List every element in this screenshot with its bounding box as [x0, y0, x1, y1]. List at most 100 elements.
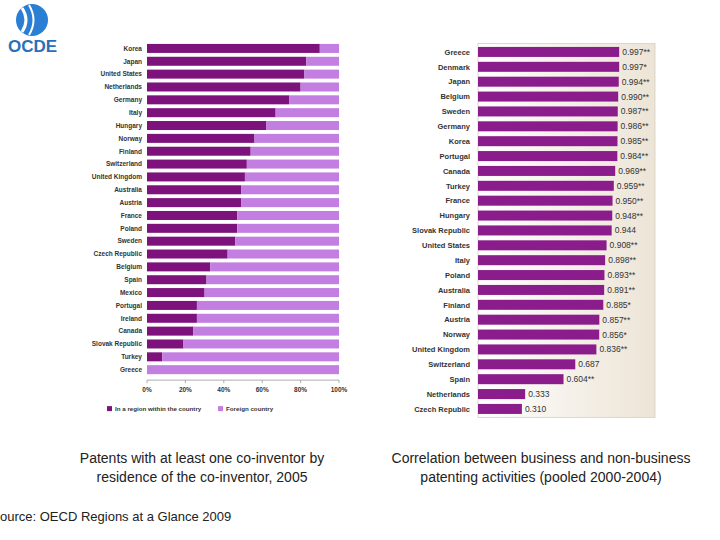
category-label: Australia — [114, 186, 142, 193]
bar-segment — [289, 95, 339, 104]
category-label: Netherlands — [427, 390, 470, 399]
category-label: Portugal — [440, 152, 470, 161]
bar-segment — [147, 262, 210, 271]
x-tick-label: 100% — [331, 386, 348, 393]
caption: Patents with at least one co-inventor by… — [52, 449, 352, 487]
legend-label: Foreign country — [226, 405, 274, 412]
category-label: Austria — [120, 199, 143, 206]
bar-segment — [210, 262, 339, 271]
x-tick-label: 60% — [256, 386, 269, 393]
data-labels: 0.997**0.997*0.994**0.990**0.987**0.986*… — [525, 47, 651, 414]
bar-segment — [235, 237, 339, 246]
data-label: 0.948** — [615, 211, 644, 221]
bar-segment — [237, 224, 339, 233]
data-label: 0.885* — [606, 300, 631, 310]
bar-segment — [147, 134, 255, 143]
category-label: Belgium — [440, 92, 470, 101]
bar — [478, 47, 619, 57]
bar-segment — [205, 288, 339, 297]
category-label: Hungary — [116, 122, 143, 130]
data-label: 0.857** — [602, 315, 631, 325]
bar-segment — [197, 314, 339, 323]
category-label: Hungary — [440, 211, 471, 220]
data-label: 0.994** — [622, 77, 651, 87]
category-label: Slovak Republic — [412, 226, 470, 235]
data-label: 0.985** — [620, 136, 649, 146]
bar-segment — [147, 314, 197, 323]
bar-segment — [147, 70, 304, 79]
bar-segment — [193, 327, 339, 336]
category-label: United States — [100, 70, 142, 77]
bar — [478, 92, 618, 102]
legend-swatch — [218, 406, 223, 411]
category-label: Spain — [124, 276, 142, 284]
category-label: Korea — [124, 45, 143, 52]
category-label: France — [121, 212, 143, 219]
bar — [478, 359, 575, 369]
bar-segment — [241, 198, 339, 207]
category-label: Norway — [443, 330, 471, 339]
bar-segment — [306, 57, 339, 66]
bar — [478, 225, 612, 235]
category-label: Turkey — [446, 182, 471, 191]
category-label: Czech Republic — [94, 250, 143, 258]
category-label: Sweden — [117, 237, 142, 244]
category-label: Turkey — [121, 353, 142, 361]
data-label: 0.986** — [621, 121, 650, 131]
bar — [478, 389, 525, 399]
data-label: 0.891** — [607, 285, 636, 295]
x-tick — [147, 380, 148, 383]
bar-segment — [147, 288, 205, 297]
category-label: Finland — [443, 301, 470, 310]
bar — [478, 181, 614, 191]
bar — [478, 315, 599, 325]
bar-segment — [276, 108, 339, 117]
category-label: Norway — [119, 135, 143, 143]
logo-text: OCDE — [8, 37, 57, 56]
bar — [478, 374, 564, 384]
bar-segment — [251, 147, 339, 156]
bar — [478, 344, 596, 354]
chart-left: KoreaJapanUnited StatesNetherlandsGerman… — [92, 44, 348, 412]
category-label: Italy — [129, 109, 142, 117]
bar — [478, 211, 612, 221]
category-label: Denmark — [438, 63, 471, 72]
legend-swatch — [107, 406, 112, 411]
bar-segment — [147, 352, 162, 361]
category-label: Spain — [450, 375, 471, 384]
bar — [478, 62, 619, 72]
category-label: Germany — [114, 96, 143, 104]
bar-segment — [183, 339, 339, 348]
data-label: 0.333 — [528, 389, 550, 399]
bar — [478, 106, 618, 116]
chart-right: 0.997**0.997*0.994**0.990**0.987**0.986*… — [412, 44, 655, 418]
bar-segment — [147, 327, 193, 336]
x-tick — [223, 380, 224, 383]
data-label: 0.950** — [616, 196, 645, 206]
plot-frame — [478, 44, 655, 418]
bar-segment — [147, 82, 301, 91]
data-label: 0.987** — [621, 106, 650, 116]
category-label: Mexico — [120, 289, 142, 296]
bar-segment — [147, 365, 339, 374]
logo-arc — [29, 5, 34, 35]
bar-segment — [147, 250, 228, 259]
x-tick — [262, 380, 263, 383]
bar-segment — [147, 185, 241, 194]
data-label: 0.984** — [620, 151, 649, 161]
category-label: Portugal — [116, 302, 143, 310]
bar-segment — [147, 275, 207, 284]
category-label: Finland — [119, 148, 142, 155]
logo: OCDE — [8, 4, 57, 56]
bar-segment — [207, 275, 339, 284]
source: ource: OECD Regions at a Glance 2009 — [0, 509, 231, 524]
bar-segment — [147, 339, 183, 348]
bar-segment — [147, 44, 320, 53]
category-label: United States — [422, 241, 470, 250]
bar-segment — [147, 108, 276, 117]
data-label: 0.687 — [578, 359, 600, 369]
bar-segment — [255, 134, 339, 143]
bar-segment — [147, 147, 251, 156]
category-label: Switzerland — [428, 360, 470, 369]
category-label: Czech Republic — [414, 405, 470, 414]
